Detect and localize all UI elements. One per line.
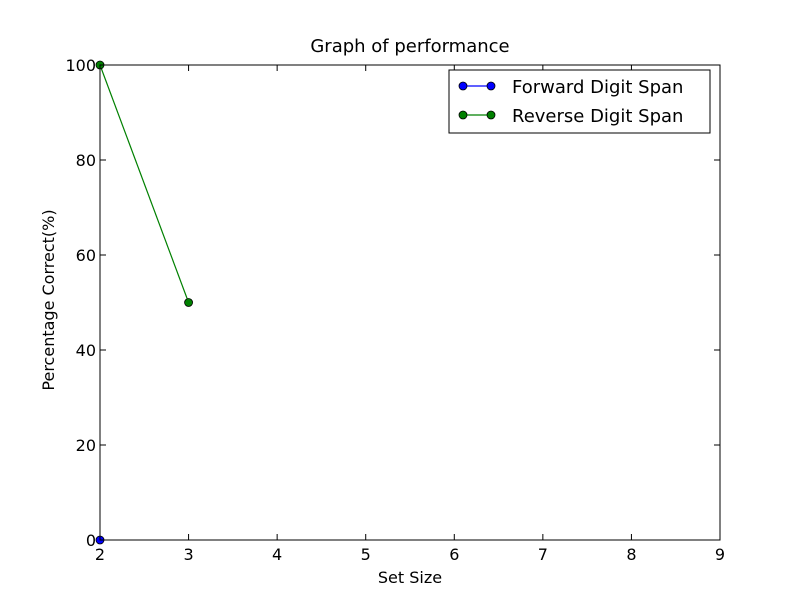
x-tick-label: 5 [361,545,371,564]
x-tick-label: 2 [95,545,105,564]
y-tick-label: 40 [76,341,96,360]
x-tick-label: 4 [272,545,282,564]
legend-label-reverse: Reverse Digit Span [512,106,683,127]
chart-title: Graph of performance [310,36,509,57]
y-axis-label: Percentage Correct(%) [39,209,58,390]
x-tick-label: 7 [538,545,548,564]
data-point-series-1 [184,298,193,307]
legend-marker-forward [458,81,468,91]
y-tick-label: 60 [76,246,96,265]
legend-box [448,69,711,134]
x-tick-label: 3 [183,545,193,564]
x-tick-label: 6 [449,545,459,564]
y-tick-label: 0 [86,531,96,550]
series-line-1 [99,64,190,303]
y-tick-label: 20 [76,436,96,455]
legend-marker-reverse [486,110,496,120]
x-tick-label: 8 [626,545,636,564]
plot-frame [99,64,721,541]
x-axis-label: Set Size [378,568,442,587]
legend-marker-reverse [458,110,468,120]
x-tick-label: 9 [715,545,725,564]
legend-label-forward: Forward Digit Span [512,77,683,98]
y-tick-label: 100 [65,56,96,75]
legend-marker-forward [486,81,496,91]
legend: Forward Digit Span Reverse Digit Span [448,69,711,134]
y-tick-label: 80 [76,151,96,170]
